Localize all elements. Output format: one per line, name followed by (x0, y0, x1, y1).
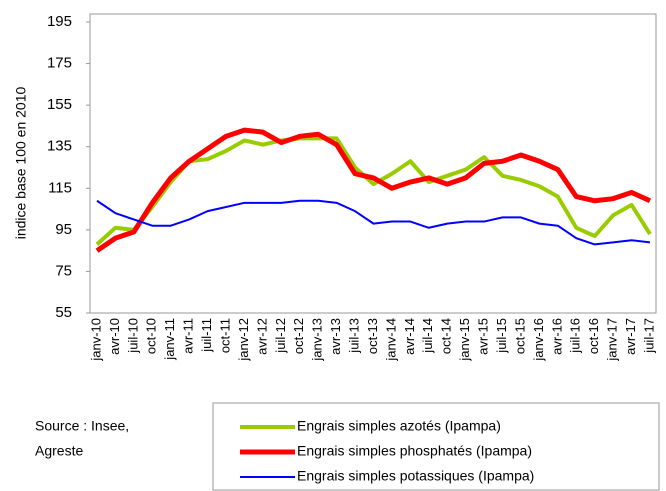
x-tick-label: avr-12 (254, 318, 269, 355)
x-tick-label: juil-16 (568, 318, 583, 354)
x-tick-label: avr-15 (476, 318, 491, 355)
y-tick-label: 155 (47, 96, 72, 113)
x-tick-label: janv-11 (162, 318, 177, 361)
x-tick-label: juil-15 (494, 318, 509, 354)
x-tick-label: avr-17 (623, 318, 638, 355)
legend-label: Engrais simples potassiques (Ipampa) (297, 468, 534, 484)
x-tick-label: juil-17 (641, 318, 656, 354)
x-tick-label: oct-11 (217, 318, 232, 353)
x-tick-label: avr-11 (181, 318, 196, 354)
legend-label: Engrais simples azotés (Ipampa) (297, 418, 501, 434)
x-tick-label: oct-10 (144, 318, 159, 354)
y-tick-label: 135 (47, 138, 72, 155)
y-tick-label: 115 (48, 179, 72, 196)
x-tick-label: janv-12 (236, 318, 251, 362)
source: Agreste (35, 443, 83, 459)
x-tick-label: juil-11 (199, 318, 214, 353)
x-tick-label: avr-16 (549, 318, 564, 355)
x-tick-label: avr-14 (402, 318, 417, 355)
source: Source : Insee, (35, 418, 129, 434)
y-axis-label: indice base 100 en 2010 (13, 87, 29, 240)
series-line (95, 136, 652, 246)
legend-frame (212, 402, 660, 491)
x-tick-label: oct-15 (512, 318, 527, 354)
x-tick-label: avr-10 (107, 318, 122, 355)
x-tick-label: oct-13 (365, 318, 380, 354)
x-tick-label: oct-14 (439, 318, 454, 354)
x-tick-label: janv-13 (310, 318, 325, 362)
y-tick-label: 175 (47, 55, 72, 72)
legend-label: Engrais simples phosphatés (Ipampa) (297, 443, 532, 459)
plot-frame (89, 13, 657, 314)
y-tick-label: 75 (55, 262, 72, 279)
series-line (95, 127, 652, 253)
x-tick-label: oct-16 (586, 318, 601, 354)
x-tick-label: janv-10 (88, 318, 103, 362)
y-tick-label: 195 (47, 13, 72, 30)
x-tick-label: janv-17 (605, 318, 620, 362)
x-tick-label: juil-10 (125, 318, 140, 354)
x-tick-label: juil-12 (273, 318, 288, 354)
x-tick-label: juil-13 (347, 318, 362, 354)
x-tick-label: janv-16 (531, 318, 546, 362)
x-tick-label: juil-14 (420, 318, 435, 354)
y-tick-label: 55 (55, 304, 72, 321)
x-tick-label: janv-15 (457, 318, 472, 362)
y-tick-label: 95 (55, 221, 72, 238)
series-line (96, 199, 651, 246)
x-tick-label: avr-13 (328, 318, 343, 355)
x-tick-label: oct-12 (291, 318, 306, 354)
x-tick-label: janv-14 (383, 318, 398, 362)
